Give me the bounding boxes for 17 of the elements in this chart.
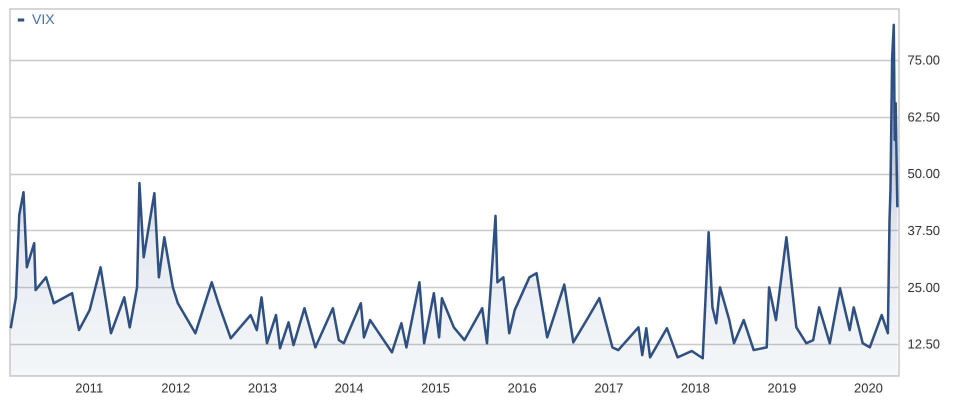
y-tick-label: 25.00 <box>908 280 940 295</box>
x-tick-label: 2015 <box>421 380 450 396</box>
y-tick-label: 50.00 <box>908 166 940 182</box>
x-tick-label: 2017 <box>594 380 624 396</box>
y-tick-label: 75.00 <box>908 52 940 68</box>
x-tick-label: 2019 <box>767 380 796 396</box>
legend-label: VIX <box>32 11 56 27</box>
x-tick-label: 2012 <box>161 380 190 396</box>
y-tick-label: 37.50 <box>908 222 940 238</box>
x-tick-label: 2011 <box>75 380 104 396</box>
x-tick-label: 2016 <box>508 380 537 396</box>
y-tick-label: 12.50 <box>908 336 940 352</box>
x-tick-label: 2014 <box>334 380 364 396</box>
y-tick-label: 62.50 <box>908 109 940 124</box>
x-tick-label: 2020 <box>854 380 883 396</box>
x-tick-label: 2018 <box>680 380 710 396</box>
x-tick-label: 2013 <box>248 380 277 396</box>
